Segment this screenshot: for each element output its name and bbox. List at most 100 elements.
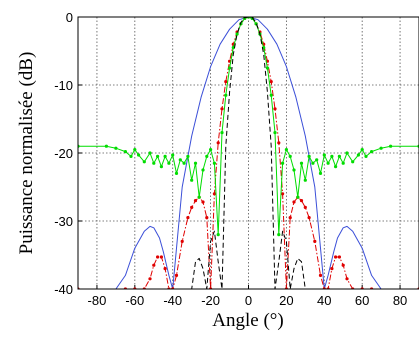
series-2-point <box>318 273 323 277</box>
series-3-point <box>123 150 127 154</box>
series-3-point <box>303 178 307 182</box>
series-2-point <box>281 192 285 196</box>
series-3-point <box>277 233 281 237</box>
series-2-point <box>159 255 163 259</box>
series-2-point <box>307 216 311 220</box>
series-2-point <box>220 107 224 111</box>
series-3-point <box>212 161 216 165</box>
series-3-point <box>231 46 235 50</box>
series-3-point <box>311 161 315 165</box>
series-3-point <box>156 154 160 158</box>
series-2-point <box>337 255 341 259</box>
series-3-point <box>205 154 209 158</box>
series-3-point <box>163 154 167 158</box>
series-2-point <box>273 107 277 111</box>
series-2-point <box>345 277 349 281</box>
series-2-point <box>299 199 304 203</box>
series-3-point <box>345 151 349 155</box>
x-tick-label: -60 <box>125 293 144 308</box>
series-3-point <box>337 154 341 158</box>
y-tick-label: -30 <box>54 214 73 229</box>
series-3-point <box>178 158 182 162</box>
x-tick-label: -80 <box>88 293 107 308</box>
series-2-point <box>212 192 216 196</box>
series-3-point <box>379 146 383 150</box>
series-3-point <box>356 153 360 157</box>
grid <box>78 16 419 290</box>
series-3-point <box>322 153 326 157</box>
series-3-point <box>137 153 141 157</box>
series-2-point <box>292 200 296 204</box>
series-layer <box>78 17 419 289</box>
series-3-point <box>334 165 338 169</box>
series-3-point <box>197 195 201 199</box>
series-3-point <box>351 160 355 164</box>
series-2-point <box>205 216 209 220</box>
series-3-point <box>326 161 330 165</box>
y-tick-label: -10 <box>54 78 73 93</box>
series-3-point <box>152 161 156 165</box>
series-3-point <box>228 66 232 70</box>
y-tick-labels: 0 -10 -20 -30 -40 <box>54 10 73 297</box>
series-3-point <box>193 161 198 165</box>
series-3-point <box>292 168 296 172</box>
series-2-point <box>186 216 190 220</box>
x-tick-labels: -80 -60 -40 -20 0 20 40 60 80 <box>88 293 408 308</box>
series-2-point <box>303 205 307 209</box>
series-3-point <box>129 154 133 158</box>
series-3-point <box>171 153 175 157</box>
series-3-point <box>315 158 319 162</box>
series-2-point <box>156 255 160 259</box>
series-line-1 <box>78 17 419 289</box>
series-2-point <box>193 199 198 203</box>
series-3-point <box>209 148 213 152</box>
series-3-point <box>341 161 345 165</box>
series-3-point <box>224 93 228 97</box>
series-3-point <box>114 146 118 150</box>
series-3-point <box>284 148 288 152</box>
series-2-point <box>341 263 345 267</box>
series-3-point <box>370 150 374 154</box>
series-2-point <box>216 141 220 145</box>
series-3-point <box>133 148 137 152</box>
series-3-point <box>148 151 152 155</box>
series-2-point <box>269 80 273 84</box>
series-3-point <box>299 161 304 165</box>
series-3-point <box>296 195 300 199</box>
series-3-point <box>190 178 194 182</box>
x-tick-label: 40 <box>317 293 331 308</box>
series-2-point <box>180 239 184 243</box>
x-tick-label: -20 <box>201 293 220 308</box>
series-3-point <box>142 160 146 164</box>
series-3-point <box>182 161 186 165</box>
series-3-point <box>281 161 285 165</box>
y-axis-label: Puissance normalisée (dB) <box>16 52 37 255</box>
series-line-4 <box>78 17 419 289</box>
series-3-point <box>235 32 239 36</box>
series-2-point <box>330 267 334 271</box>
series-3-point <box>220 131 224 135</box>
x-tick-label: 20 <box>279 293 293 308</box>
series-2-point <box>152 263 156 267</box>
series-3-point <box>167 161 171 165</box>
series-line-3 <box>78 17 419 236</box>
series-3-point <box>186 154 190 158</box>
series-3-point <box>288 154 292 158</box>
series-2-point <box>277 141 281 145</box>
series-2-point <box>190 205 194 209</box>
series-3-point <box>265 66 269 70</box>
series-3-point <box>174 171 179 175</box>
series-3-point <box>159 165 163 169</box>
series-3-point <box>307 154 311 158</box>
y-tick-label: -20 <box>54 146 73 161</box>
series-2-point <box>288 216 292 220</box>
series-3-point <box>330 154 334 158</box>
series-3-point <box>269 93 273 97</box>
series-2-point <box>201 200 205 204</box>
x-tick-label: 0 <box>245 293 252 308</box>
x-tick-label: -40 <box>163 293 182 308</box>
x-tick-label: 60 <box>355 293 369 308</box>
y-tick-label: 0 <box>66 10 73 25</box>
series-3-point <box>364 154 368 158</box>
